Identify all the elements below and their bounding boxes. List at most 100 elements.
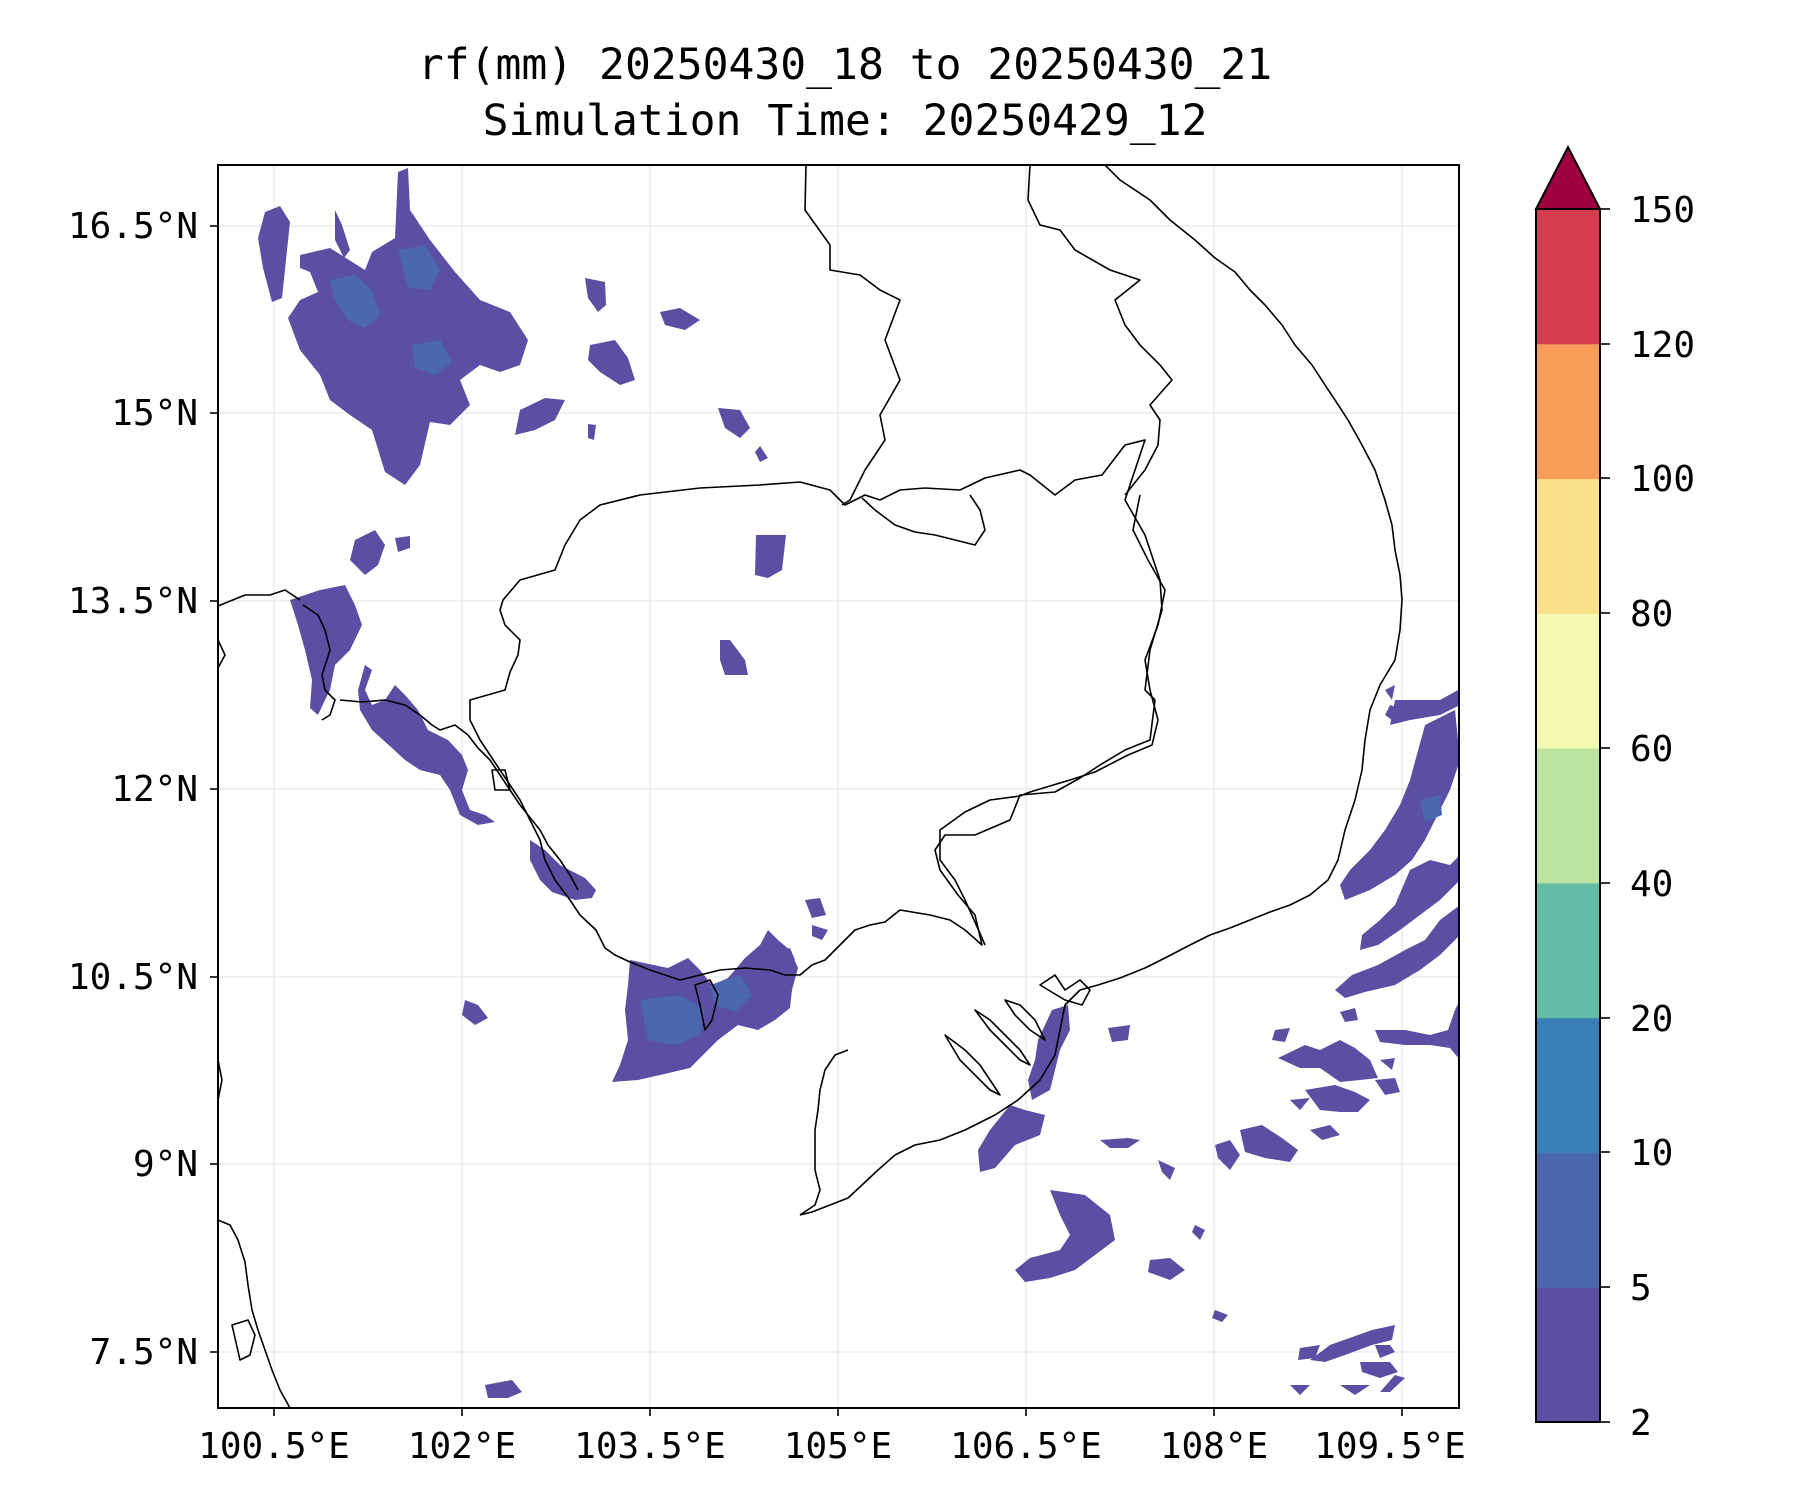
- colorbar-tick-label: 120: [1630, 325, 1695, 366]
- border-segment-2: [861, 494, 986, 546]
- rain-cell-35: [1385, 685, 1395, 700]
- colorbar-segment: [1536, 1287, 1600, 1423]
- lon-tick-label: 102°E: [408, 1426, 516, 1467]
- colorbar-segment: [1536, 343, 1600, 480]
- rain-cell-south-sea-1: [1015, 1190, 1115, 1282]
- rain-cell-mekong-delta-2: [978, 1105, 1045, 1172]
- rain-cell-6: [755, 446, 768, 462]
- rainfall-field: [258, 168, 1459, 1398]
- colorbar-frame: [1535, 208, 1601, 1423]
- rain-cell-koh-kong: [530, 840, 596, 900]
- colorbar: 2 5 10 20 40 60 80 100 120 150: [1534, 144, 1695, 1444]
- colorbar-tick-label: 5: [1630, 1268, 1652, 1309]
- mekong-river-mouth-2: [974, 1009, 1031, 1066]
- rain-cell-24: [1305, 1085, 1370, 1112]
- colorbar-tick-label: 100: [1630, 459, 1695, 500]
- rain-cell-39: [1375, 1345, 1395, 1358]
- rain-cell-28: [1380, 1058, 1395, 1070]
- rain-heavy-kampot-2: [710, 975, 752, 1012]
- rain-cell-nw-3: [335, 210, 350, 258]
- rain-cell-11: [485, 1380, 522, 1398]
- thailand-border-segment: [302, 604, 336, 721]
- colorbar-tick-label: 10: [1630, 1133, 1673, 1174]
- colorbar-segment: [1536, 882, 1600, 1019]
- rain-cell-27: [1375, 1078, 1400, 1095]
- rain-heavy-kampot-1: [640, 995, 705, 1045]
- colorbar-tick-label: 40: [1630, 864, 1673, 905]
- coast-fragment-1: [218, 1059, 223, 1101]
- rain-cell-14: [775, 948, 795, 962]
- rain-cell-east-4: [1335, 905, 1459, 998]
- vietnam-east-coastline: [1079, 165, 1403, 991]
- rain-cell-38: [1298, 1345, 1320, 1360]
- colorbar-segment: [1536, 613, 1600, 749]
- lon-tick-label: 105°E: [784, 1426, 892, 1467]
- rain-cell-20: [1272, 1028, 1290, 1042]
- rain-cell-23: [1290, 1098, 1310, 1110]
- rain-cell-east-5: [1375, 1002, 1459, 1059]
- rain-2-5mm-areas: [258, 168, 1459, 1398]
- island-small-2: [491, 769, 511, 791]
- colorbar-tick-label: 20: [1630, 999, 1673, 1040]
- laos-thailand-border: [804, 165, 901, 506]
- lon-tick-label: 100.5°E: [198, 1426, 350, 1467]
- rain-cell-15: [1158, 1160, 1175, 1180]
- rain-cell-east-2: [1340, 710, 1459, 900]
- rain-cell-2: [588, 340, 635, 385]
- rain-cell-25: [1310, 1125, 1340, 1140]
- lat-tick-labels: 16.5°N 15°N 13.5°N 12°N 10.5°N 9°N 7.5°N: [68, 206, 198, 1373]
- colorbar-segment: [1536, 1017, 1600, 1153]
- thai-coastline: [339, 699, 579, 891]
- lat-tick-label: 16.5°N: [68, 206, 198, 247]
- rain-heavy-nw-1: [330, 275, 380, 328]
- rain-cell-thai-coast-1: [290, 585, 362, 715]
- lat-tick-label: 9°N: [133, 1144, 198, 1185]
- colorbar-tick-labels: 2 5 10 20 40 60 80 100 120 150: [1630, 190, 1695, 1444]
- rain-cell-33: [1340, 1385, 1370, 1395]
- rain-5-10mm-areas: [330, 245, 1442, 1045]
- rain-cell-thai-coast-2: [358, 665, 495, 825]
- cambodia-border: [469, 439, 1163, 981]
- ca-mau-coastline: [799, 1049, 849, 1216]
- map-panel: [217, 164, 1460, 1409]
- rain-heavy-nw-2: [398, 245, 440, 290]
- rain-cell-5: [718, 408, 750, 438]
- lon-tick-label: 109.5°E: [1314, 1426, 1466, 1467]
- rain-cell-32: [1290, 1385, 1310, 1395]
- rain-cell-nw-1: [258, 206, 290, 302]
- rain-cell-east-1: [1390, 690, 1459, 725]
- map-title-line-2: Simulation Time: 20250429_12: [482, 96, 1208, 146]
- colorbar-extend-arrow: [1534, 144, 1602, 210]
- rain-cell-cambodia-1: [755, 535, 786, 578]
- rain-cell-4: [515, 398, 565, 435]
- colorbar-segment: [1536, 1152, 1600, 1288]
- colorbar-segment: [1536, 478, 1600, 614]
- island-small-1: [231, 1319, 256, 1361]
- rain-cell-16: [1148, 1258, 1185, 1280]
- rain-cell-9: [395, 536, 410, 552]
- coastlines-and-borders: [218, 165, 1403, 1408]
- lat-tick-label: 12°N: [111, 769, 198, 810]
- rain-cell-29: [1310, 1325, 1395, 1362]
- colorbar-segment: [1536, 209, 1600, 345]
- border-segment-1: [939, 795, 1021, 946]
- rain-heavy-nw-3: [412, 340, 452, 375]
- rain-cell-7: [588, 424, 596, 440]
- lat-tick-label: 13.5°N: [68, 581, 198, 622]
- rain-cell-36: [1385, 705, 1405, 722]
- colorbar-tick-label: 150: [1630, 190, 1695, 231]
- colorbar-tick-label: 2: [1630, 1403, 1652, 1444]
- rain-cell-31: [1380, 1375, 1405, 1392]
- rain-cell-1: [585, 278, 606, 312]
- rain-cell-19: [1212, 1310, 1228, 1322]
- rain-heavy-east-1: [1420, 795, 1442, 822]
- cambodia-vietnam-border: [1019, 494, 1166, 797]
- lon-tick-labels: 100.5°E 102°E 103.5°E 105°E 106.5°E 108°…: [198, 1426, 1466, 1467]
- rain-cell-17: [1192, 1225, 1205, 1240]
- lat-tick-label: 7.5°N: [90, 1332, 198, 1373]
- rain-cell-cambodia-2: [720, 640, 748, 675]
- phu-quoc-island: [694, 979, 719, 1031]
- thailand-border-west: [218, 589, 301, 607]
- colorbar-tick-label: 60: [1630, 729, 1673, 770]
